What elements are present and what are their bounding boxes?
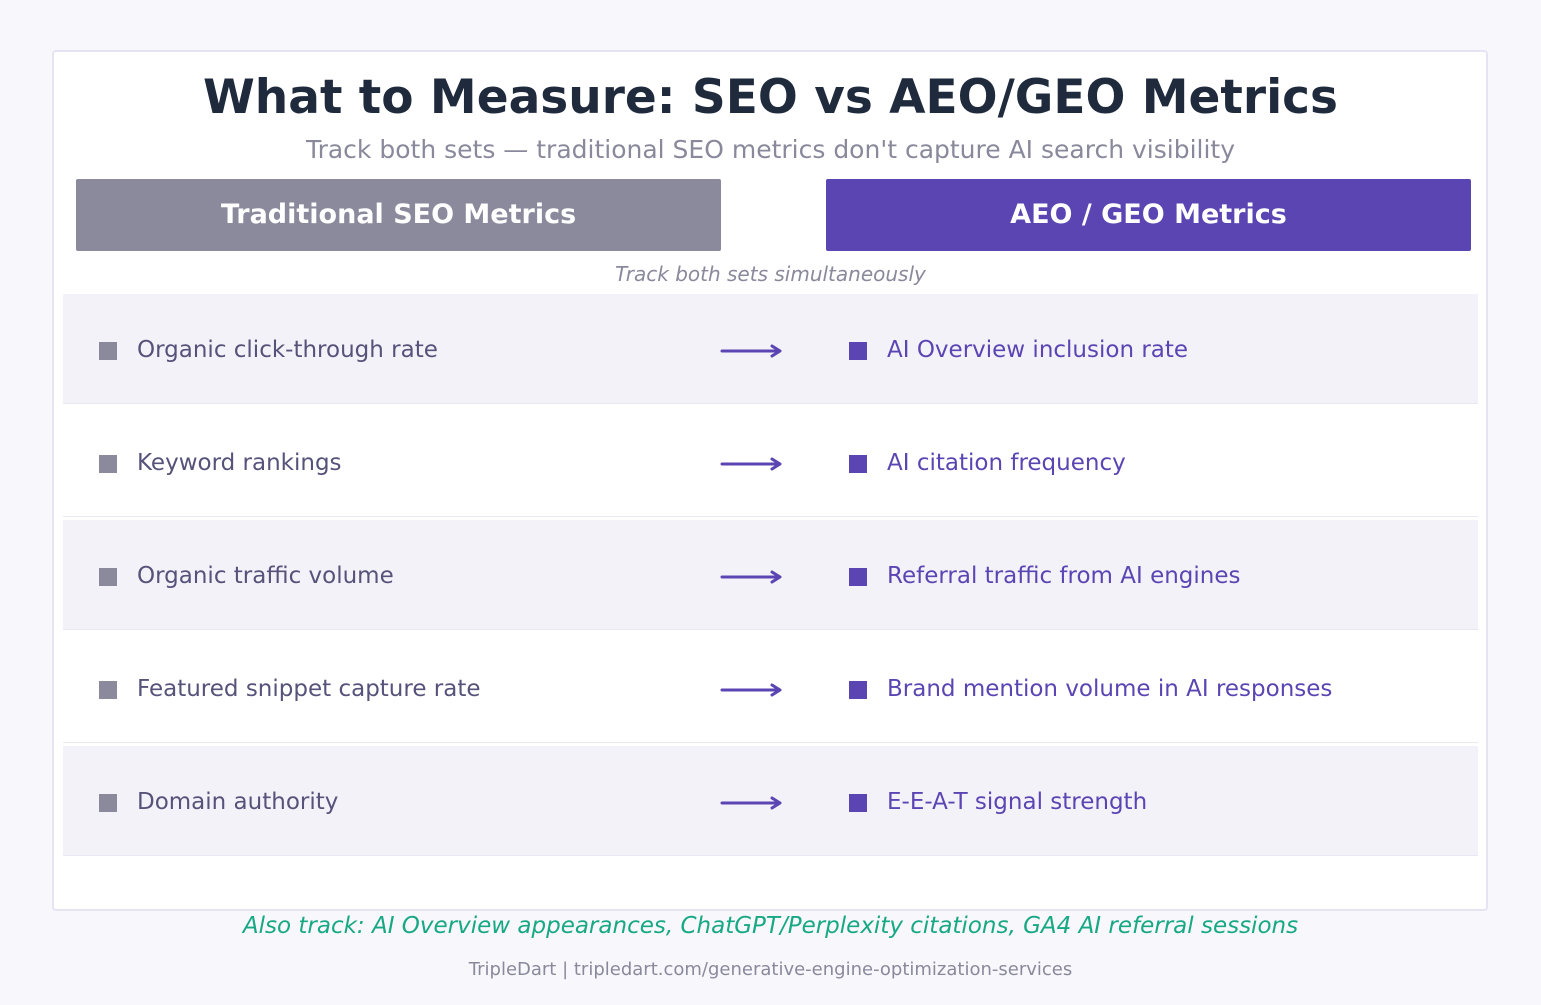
arrow-right-icon bbox=[720, 683, 782, 697]
aeo-metric-label: E-E-A-T signal strength bbox=[887, 789, 1148, 815]
seo-metric-label: Organic traffic volume bbox=[137, 563, 394, 589]
seo-metric-label: Featured snippet capture rate bbox=[137, 676, 481, 702]
aeo-bullet-icon bbox=[849, 455, 867, 473]
metric-row: Organic traffic volume Referral traffic … bbox=[63, 520, 1478, 630]
metric-row: Domain authority E-E-A-T signal strength bbox=[63, 746, 1478, 856]
metric-row: Keyword rankings AI citation frequency bbox=[63, 407, 1478, 517]
seo-bullet-icon bbox=[99, 681, 117, 699]
metric-row: Featured snippet capture rate Brand ment… bbox=[63, 633, 1478, 743]
aeo-bullet-icon bbox=[849, 342, 867, 360]
page-subtitle: Track both sets — traditional SEO metric… bbox=[305, 135, 1236, 164]
seo-metric-label: Domain authority bbox=[137, 789, 339, 815]
aeo-metric-label: Brand mention volume in AI responses bbox=[887, 676, 1333, 702]
aeo-bullet-icon bbox=[849, 681, 867, 699]
seo-column-header: Traditional SEO Metrics bbox=[76, 179, 721, 251]
aeo-column-header: AEO / GEO Metrics bbox=[826, 179, 1471, 251]
source-credit: TripleDart | tripledart.com/generative-e… bbox=[468, 959, 1073, 980]
aeo-metric-label: AI citation frequency bbox=[887, 450, 1126, 476]
page-title: What to Measure: SEO vs AEO/GEO Metrics bbox=[202, 70, 1339, 125]
seo-metric-label: Organic click-through rate bbox=[137, 337, 438, 363]
seo-bullet-icon bbox=[99, 794, 117, 812]
seo-bullet-icon bbox=[99, 568, 117, 586]
seo-metric-label: Keyword rankings bbox=[137, 450, 342, 476]
track-note: Track both sets simultaneously bbox=[615, 262, 926, 286]
aeo-bullet-icon bbox=[849, 794, 867, 812]
seo-bullet-icon bbox=[99, 342, 117, 360]
aeo-bullet-icon bbox=[849, 568, 867, 586]
arrow-right-icon bbox=[720, 796, 782, 810]
seo-bullet-icon bbox=[99, 455, 117, 473]
arrow-right-icon bbox=[720, 457, 782, 471]
arrow-right-icon bbox=[720, 344, 782, 358]
arrow-right-icon bbox=[720, 570, 782, 584]
aeo-metric-label: AI Overview inclusion rate bbox=[887, 337, 1189, 363]
also-track-note: Also track: AI Overview appearances, Cha… bbox=[242, 913, 1299, 939]
metric-row: Organic click-through rate AI Overview i… bbox=[63, 294, 1478, 404]
aeo-metric-label: Referral traffic from AI engines bbox=[887, 563, 1241, 589]
